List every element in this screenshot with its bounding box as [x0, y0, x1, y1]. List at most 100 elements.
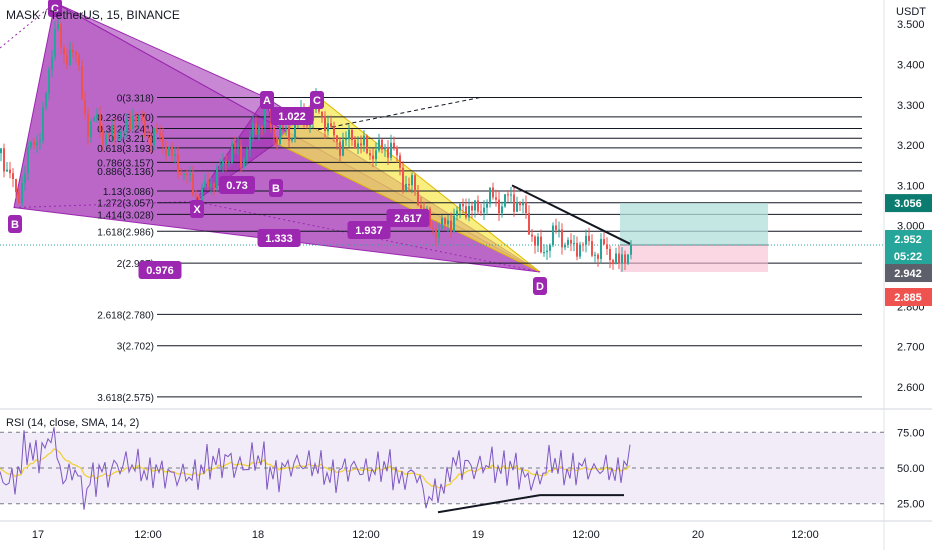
candle-body: [252, 123, 254, 137]
candle-body: [540, 236, 542, 253]
candle-body: [30, 141, 32, 148]
candle-body: [324, 115, 326, 132]
time-tick-label: 20: [692, 529, 704, 541]
candle-body: [606, 244, 608, 249]
candle-body: [465, 206, 467, 218]
candle-body: [600, 239, 602, 259]
candle-body: [321, 111, 323, 116]
candle-body: [612, 260, 614, 265]
candle-body: [351, 129, 353, 141]
countdown-label: [885, 247, 932, 266]
candle-body: [573, 243, 575, 245]
candle-body: [138, 115, 140, 122]
candle-body: [156, 128, 158, 133]
fib-level-label: 0(3.318): [117, 94, 154, 105]
candle-body: [204, 180, 206, 187]
stop-price-label-text: 2.885: [894, 292, 922, 304]
candle-body: [279, 124, 281, 145]
candle-body: [84, 99, 86, 114]
candle-body: [534, 236, 536, 246]
fib-level-label: 1.414(3.028): [97, 210, 154, 221]
candle-body: [39, 140, 41, 143]
candle-body: [132, 115, 134, 130]
candle-body: [177, 154, 179, 174]
candle-body: [171, 146, 173, 156]
candle-body: [99, 113, 101, 130]
candle-body: [450, 220, 452, 232]
candle-body: [366, 135, 368, 154]
candle-body: [624, 254, 626, 264]
fib-level-label: 3(2.702): [117, 342, 154, 353]
ratio-label-text: 1.333: [265, 233, 293, 245]
last-price-label: [885, 230, 932, 249]
candle-body: [294, 120, 296, 139]
target-price-label-text: 3.056: [894, 198, 922, 210]
price-tick-label: 3.400: [897, 59, 925, 71]
candle-body: [168, 146, 170, 156]
candle-body: [141, 115, 143, 120]
candle-body: [117, 138, 119, 140]
pattern-point-label: [260, 91, 274, 109]
candle-body: [618, 253, 620, 264]
candle-body: [327, 123, 329, 132]
pattern-point-label: [48, 0, 62, 17]
candle-body: [498, 199, 500, 214]
last-price-label-text: 2.952: [894, 234, 922, 246]
candle-body: [549, 245, 551, 251]
candle-body: [390, 142, 392, 158]
candle-body: [159, 132, 161, 136]
candle-body: [594, 254, 596, 256]
candle-body: [447, 220, 449, 225]
candle-body: [81, 65, 83, 100]
candle-body: [381, 139, 383, 150]
candle-body: [489, 187, 491, 204]
candle-body: [429, 208, 431, 228]
candle-body: [237, 145, 239, 148]
pattern-point-label-text: A: [263, 95, 271, 107]
pattern-point-label-text: B: [11, 219, 19, 231]
candle-body: [522, 202, 524, 206]
candle-body: [249, 136, 251, 149]
candle-body: [402, 167, 404, 191]
candle-body: [333, 126, 335, 136]
rsi-line: [0, 427, 631, 510]
candle-body: [258, 127, 260, 135]
candle-body: [558, 229, 560, 231]
candle-body: [3, 148, 5, 172]
pattern-point-label-text: C: [51, 3, 59, 15]
candle-body: [15, 179, 17, 192]
candle-body: [471, 205, 473, 211]
ratio-label-text: 2.617: [394, 213, 422, 225]
candle-body: [627, 254, 629, 264]
price-tick-label: 2.700: [897, 342, 925, 354]
candle-body: [282, 124, 284, 128]
stop-zone: [620, 245, 768, 273]
candle-body: [111, 125, 113, 135]
candle-body: [615, 253, 617, 265]
fib-level-label: 1.272(3.057): [97, 199, 154, 210]
time-tick-label: 18: [252, 529, 264, 541]
candle-body: [219, 165, 221, 168]
candle-body: [519, 202, 521, 206]
price-tick-label: 3.300: [897, 100, 925, 112]
candle-body: [603, 239, 605, 245]
stop-price-label: [885, 288, 932, 307]
candle-body: [507, 194, 509, 196]
ratio-label: [138, 261, 182, 279]
target-zone: [620, 203, 768, 246]
candle-body: [480, 211, 482, 213]
candle-body: [513, 194, 515, 212]
candle-body: [147, 136, 149, 138]
ratio-label-text: 0.976: [146, 265, 174, 277]
pattern-point-label: [269, 179, 283, 197]
candle-body: [24, 173, 26, 184]
pattern-point-label-text: D: [536, 281, 544, 293]
candle-body: [570, 239, 572, 244]
candle-body: [435, 229, 437, 238]
candle-body: [552, 225, 554, 246]
time-tick-label: 12:00: [352, 529, 380, 541]
candle-body: [486, 203, 488, 208]
ratio-label: [270, 107, 314, 125]
candle-body: [93, 117, 95, 122]
